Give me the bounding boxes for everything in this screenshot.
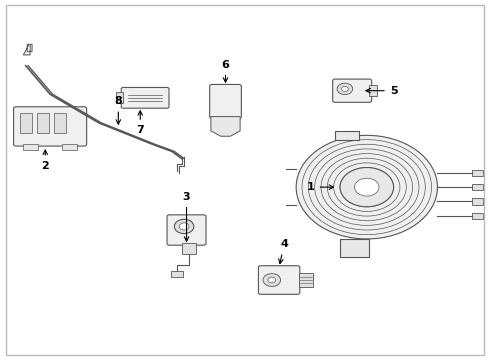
Bar: [472, 212, 483, 219]
Bar: [171, 271, 183, 277]
Text: 1: 1: [307, 182, 334, 192]
Circle shape: [337, 83, 353, 95]
Circle shape: [342, 86, 348, 91]
FancyBboxPatch shape: [167, 215, 206, 245]
Bar: [369, 85, 376, 96]
Bar: [472, 198, 483, 204]
Polygon shape: [24, 44, 32, 55]
Bar: [54, 113, 66, 133]
Bar: [340, 239, 369, 257]
Circle shape: [263, 274, 281, 287]
FancyBboxPatch shape: [333, 79, 372, 102]
Circle shape: [296, 135, 438, 239]
Bar: [24, 144, 38, 150]
Bar: [472, 184, 483, 190]
Circle shape: [179, 223, 189, 230]
FancyBboxPatch shape: [258, 266, 300, 294]
Circle shape: [268, 277, 276, 283]
FancyBboxPatch shape: [210, 85, 242, 118]
Polygon shape: [211, 117, 240, 136]
Bar: [472, 170, 483, 176]
Bar: [335, 131, 360, 140]
Bar: [37, 113, 49, 133]
Circle shape: [340, 167, 393, 207]
Text: 2: 2: [41, 150, 49, 171]
Bar: [20, 113, 32, 133]
Bar: [62, 144, 77, 150]
Circle shape: [355, 178, 379, 196]
Text: 8: 8: [115, 96, 122, 124]
Text: 7: 7: [136, 111, 144, 135]
Text: 3: 3: [183, 192, 190, 241]
Circle shape: [174, 219, 194, 234]
Text: 4: 4: [279, 239, 288, 264]
Text: 6: 6: [221, 60, 229, 82]
Bar: [116, 93, 123, 103]
Bar: [182, 243, 196, 254]
FancyBboxPatch shape: [14, 107, 87, 146]
Bar: [299, 273, 314, 287]
Text: 5: 5: [366, 86, 397, 96]
FancyBboxPatch shape: [121, 87, 169, 108]
